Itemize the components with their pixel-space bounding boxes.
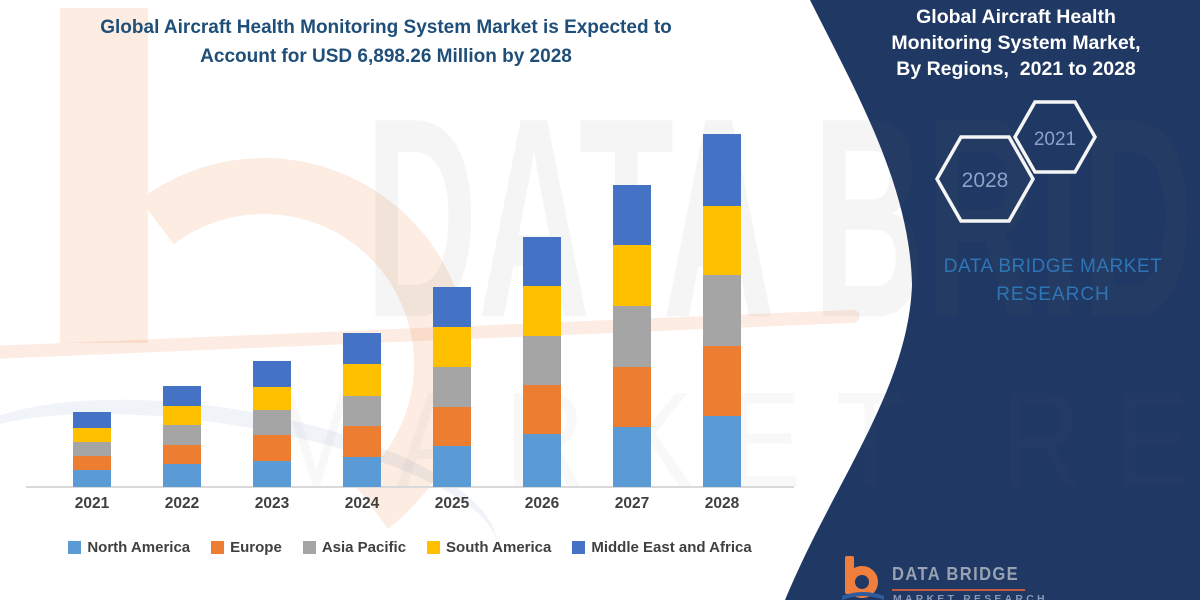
bar-segment-2027-middle-east-and-africa bbox=[613, 185, 651, 246]
legend-swatch-europe bbox=[211, 541, 225, 554]
bar-segment-2024-north-america bbox=[343, 456, 381, 487]
bar-segment-2026-asia-pacific bbox=[523, 336, 561, 386]
bar-segment-2028-middle-east-and-africa bbox=[703, 134, 741, 206]
logo-b-bowl bbox=[846, 566, 878, 598]
bar-segment-2025-north-america bbox=[433, 446, 471, 487]
databridge-logo-icon bbox=[842, 556, 884, 600]
legend-item-asia-pacific: Asia Pacific bbox=[302, 539, 407, 556]
x-axis-label-2028: 2028 bbox=[704, 495, 740, 512]
bar-segment-2026-europe bbox=[523, 385, 561, 435]
bar-segment-2023-asia-pacific bbox=[253, 409, 291, 436]
bar-segment-2022-middle-east-and-africa bbox=[163, 386, 201, 407]
x-axis-label-2022: 2022 bbox=[164, 495, 200, 512]
x-axis-label-2025: 2025 bbox=[434, 495, 470, 512]
bar-segment-2028-south-america bbox=[703, 205, 741, 275]
chart-title: Global Aircraft Health Monitoring System… bbox=[35, 13, 737, 71]
bar-segment-2025-asia-pacific bbox=[433, 366, 471, 408]
panel-brand-line1: DATA BRIDGE MARKET bbox=[943, 256, 1163, 277]
bar-segment-2027-north-america bbox=[613, 426, 651, 487]
bar-segment-2025-europe bbox=[433, 407, 471, 447]
legend-label-europe: Europe bbox=[230, 539, 282, 556]
legend-label-asia-pacific: Asia Pacific bbox=[321, 539, 407, 556]
bar-segment-2021-middle-east-and-africa bbox=[73, 411, 111, 429]
bar-2022 bbox=[163, 386, 201, 487]
bar-segment-2026-north-america bbox=[523, 434, 561, 487]
side-panel-shape bbox=[785, 0, 1200, 600]
chart-title-line2: Account for USD 6,898.26 Million by 2028 bbox=[200, 46, 572, 67]
bar-segment-2022-north-america bbox=[163, 463, 201, 487]
bar-2021 bbox=[73, 411, 111, 487]
panel-brand-line2: RESEARCH bbox=[996, 284, 1110, 305]
footer-logo-subtitle: MARKET RESEARCH bbox=[893, 593, 1048, 600]
x-axis-label-2024: 2024 bbox=[344, 495, 380, 512]
x-axis-label-2027: 2027 bbox=[614, 495, 650, 512]
bar-2027 bbox=[613, 185, 651, 487]
panel-title-line2: Monitoring System Market, bbox=[891, 32, 1141, 54]
x-axis-label-2026: 2026 bbox=[524, 495, 560, 512]
hexagon-2021-label: 2021 bbox=[1034, 129, 1076, 150]
bar-2026 bbox=[523, 236, 561, 487]
footer-logo-name: DATA BRIDGE bbox=[892, 564, 1020, 584]
bar-segment-2026-south-america bbox=[523, 286, 561, 337]
bar-segment-2028-europe bbox=[703, 346, 741, 417]
bar-segment-2022-asia-pacific bbox=[163, 425, 201, 446]
bar-segment-2022-europe bbox=[163, 445, 201, 464]
bar-segment-2021-europe bbox=[73, 456, 111, 471]
legend: North America Europe Asia Pacific South Ame… bbox=[25, 539, 795, 556]
bar-2024 bbox=[343, 333, 381, 487]
legend-label-south-america: South America bbox=[446, 539, 552, 556]
bar-2025 bbox=[433, 286, 471, 487]
bar-segment-2027-asia-pacific bbox=[613, 305, 651, 367]
bar-segment-2023-south-america bbox=[253, 386, 291, 410]
bar-segment-2025-middle-east-and-africa bbox=[433, 286, 471, 328]
panel-title-line3: By Regions, 2021 to 2028 bbox=[896, 58, 1136, 80]
bar-segment-2027-south-america bbox=[613, 245, 651, 306]
legend-swatch-south-america bbox=[427, 541, 441, 554]
chart-title-line1: Global Aircraft Health Monitoring System… bbox=[100, 17, 672, 38]
bar-segment-2026-middle-east-and-africa bbox=[523, 236, 561, 287]
legend-item-south-america: South America bbox=[427, 539, 551, 556]
bar-segment-2021-asia-pacific bbox=[73, 441, 111, 457]
legend-label-middle-east-and-africa: Middle East and Africa bbox=[591, 539, 752, 556]
bar-segment-2021-south-america bbox=[73, 428, 111, 442]
panel-title: Global Aircraft Health Monitoring System… bbox=[850, 4, 1182, 82]
x-axis-label-2023: 2023 bbox=[254, 495, 290, 512]
bar-segment-2021-north-america bbox=[73, 470, 111, 487]
bar-segment-2022-south-america bbox=[163, 406, 201, 426]
hexagon-2028 bbox=[934, 135, 1036, 223]
legend-swatch-middle-east-and-africa bbox=[572, 541, 586, 554]
bar-segment-2024-south-america bbox=[343, 364, 381, 396]
panel-title-line1: Global Aircraft Health bbox=[916, 6, 1116, 28]
bar-segment-2023-north-america bbox=[253, 460, 291, 487]
bar-segment-2023-middle-east-and-africa bbox=[253, 361, 291, 387]
legend-item-north-america: North America bbox=[68, 539, 190, 556]
legend-label-north-america: North America bbox=[87, 539, 191, 556]
legend-swatch-asia-pacific bbox=[302, 541, 316, 554]
bar-2023 bbox=[253, 361, 291, 487]
bar-segment-2023-europe bbox=[253, 435, 291, 461]
legend-item-europe: Europe bbox=[211, 539, 282, 556]
bar-segment-2028-north-america bbox=[703, 416, 741, 487]
hexagon-badges: 2028 2021 bbox=[934, 100, 1098, 223]
legend-swatch-north-america bbox=[68, 541, 82, 554]
bar-plot: 2021 2022 2023 2024 2025 2026 2027 2028 bbox=[26, 134, 794, 512]
hexagon-2028-label: 2028 bbox=[962, 169, 1009, 192]
bar-segment-2024-middle-east-and-africa bbox=[343, 333, 381, 365]
hexagon-2021 bbox=[1012, 100, 1098, 174]
legend-item-middle-east-and-africa: Middle East and Africa bbox=[572, 539, 752, 556]
bar-2028 bbox=[703, 134, 741, 487]
footer-logo-underline bbox=[892, 589, 1025, 591]
bar-segment-2024-asia-pacific bbox=[343, 395, 381, 427]
bar-segment-2028-asia-pacific bbox=[703, 274, 741, 347]
x-axis-label-2021: 2021 bbox=[74, 495, 110, 512]
x-axis-line bbox=[26, 486, 794, 488]
bar-segment-2024-europe bbox=[343, 426, 381, 457]
side-panel-path bbox=[785, 0, 1200, 600]
logo-swoosh bbox=[842, 592, 884, 600]
bar-segment-2027-europe bbox=[613, 366, 651, 427]
bar-segment-2025-south-america bbox=[433, 327, 471, 367]
